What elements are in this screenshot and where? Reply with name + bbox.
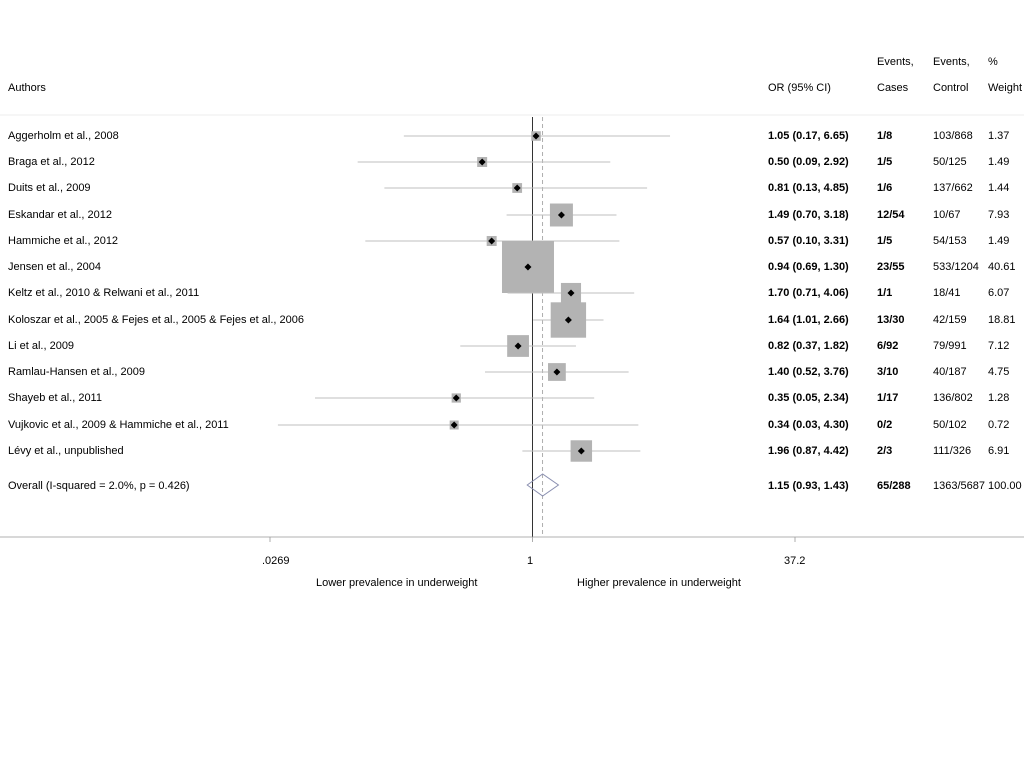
forest-plot [0,0,1024,768]
